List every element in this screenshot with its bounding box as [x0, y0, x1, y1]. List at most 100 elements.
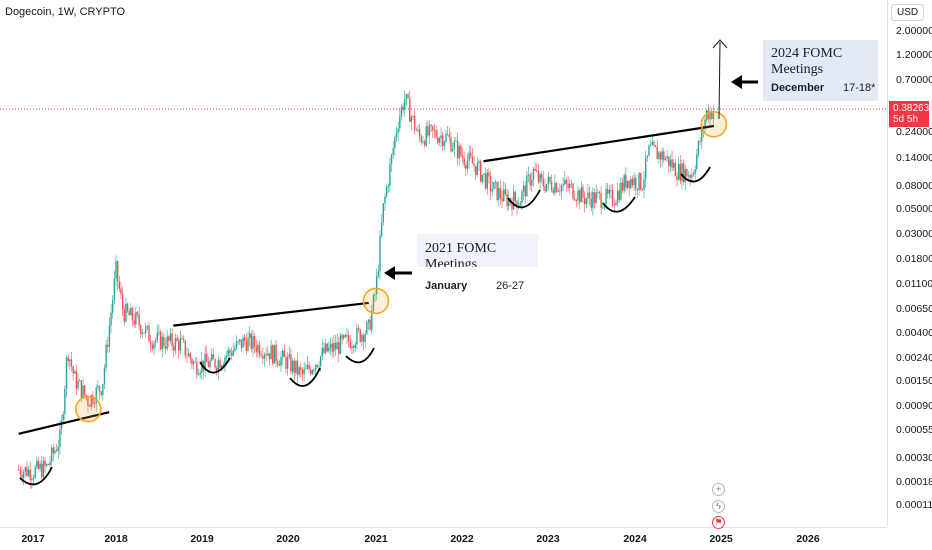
fomc-2024-days: 17-18* [843, 82, 876, 94]
candle-body [88, 405, 91, 407]
candle-body [709, 111, 711, 120]
candle-body [95, 387, 97, 404]
candle-body [361, 335, 363, 342]
candle-body [445, 134, 447, 142]
candle-body [681, 163, 683, 182]
candle-body [587, 192, 589, 199]
y-tick-label: 0.24000 [896, 126, 932, 138]
candle-body [677, 164, 680, 180]
support-curve [289, 367, 321, 387]
candle-body [390, 154, 393, 165]
x-tick-label: 2023 [536, 533, 560, 545]
candle-body [580, 187, 583, 203]
candle-body [648, 145, 650, 156]
candle-body [102, 384, 104, 396]
candle-body [298, 367, 300, 375]
candle-body [230, 352, 233, 356]
candle-body [277, 361, 279, 365]
candle-body [649, 145, 652, 147]
candle-body [163, 336, 165, 347]
candle-body [539, 174, 541, 182]
candle-body [248, 333, 251, 338]
candle-body [524, 185, 526, 197]
x-tick-label: 2026 [796, 533, 820, 545]
candle-body [41, 463, 43, 478]
candle-body [453, 141, 455, 149]
candle-body [395, 132, 398, 138]
candle-body [148, 325, 150, 342]
candle-body [532, 168, 535, 180]
candle-body [92, 395, 94, 404]
candle-body [339, 335, 342, 354]
candle-body [329, 343, 332, 348]
candle-body [149, 341, 152, 346]
candle-body [115, 261, 117, 279]
candle-body [466, 160, 469, 169]
candle-body [456, 140, 459, 159]
candle-body [641, 189, 644, 191]
candle-body [204, 353, 206, 371]
candle-body [417, 129, 419, 131]
flag-icon[interactable]: ⚑ [712, 516, 725, 529]
candle-body [103, 367, 106, 385]
x-axis-border [0, 527, 887, 528]
candle-body [615, 202, 617, 206]
candle-body [682, 163, 685, 183]
candle-body [356, 327, 358, 345]
candle-body [531, 179, 533, 186]
candle-body [107, 344, 109, 347]
candle-body [527, 174, 530, 176]
x-tick-label: 2018 [104, 533, 128, 545]
candle-body [305, 368, 307, 370]
candle-body [263, 354, 266, 359]
lightning-icon[interactable]: ϟ [712, 500, 725, 513]
candle-body [253, 336, 256, 347]
candle-body [597, 192, 599, 193]
candle-body [285, 357, 287, 369]
candle-body [275, 344, 277, 362]
candle-body [173, 346, 175, 351]
fomc-2024-title: 2024 FOMC Meetings [771, 46, 843, 77]
candle-body [140, 325, 142, 334]
candle-body [455, 140, 457, 142]
candle-body [168, 336, 170, 341]
candle-body [544, 186, 546, 191]
candle-body [260, 355, 262, 357]
candle-body [590, 198, 592, 208]
candle-body [214, 359, 216, 368]
x-tick-label: 2025 [709, 533, 733, 545]
candle-body [110, 312, 112, 326]
y-tick-label: 0.08000 [896, 180, 932, 192]
add-icon[interactable]: + [712, 483, 725, 496]
y-tick-label: 0.00030 [896, 452, 932, 464]
candle-body [545, 183, 548, 191]
candle-body [283, 350, 286, 358]
candle-body [258, 344, 261, 356]
candle-body [141, 332, 144, 334]
currency-selector[interactable]: USD [891, 4, 925, 21]
candle-body [164, 346, 167, 349]
candle-body [42, 460, 45, 478]
candle-body [582, 187, 584, 198]
candle-body [234, 348, 236, 351]
candle-body [293, 360, 295, 374]
candle-body [618, 190, 620, 200]
candle-body [209, 360, 211, 368]
candle-body [319, 356, 322, 367]
candle-body [169, 333, 172, 341]
candle-body [367, 319, 370, 323]
candle-body [300, 367, 302, 370]
candle-body [598, 192, 601, 194]
candle-body [211, 353, 213, 361]
candle-body [227, 349, 229, 356]
candle-body [369, 319, 371, 330]
candle-body [636, 189, 639, 191]
candle-body [621, 182, 624, 191]
candle-body [442, 135, 444, 147]
candle-body [32, 477, 35, 479]
candle-body [562, 184, 564, 186]
candle-body [60, 420, 63, 430]
pointer-arrow-2021 [384, 266, 412, 280]
y-tick-label: 0.03000 [896, 228, 932, 240]
